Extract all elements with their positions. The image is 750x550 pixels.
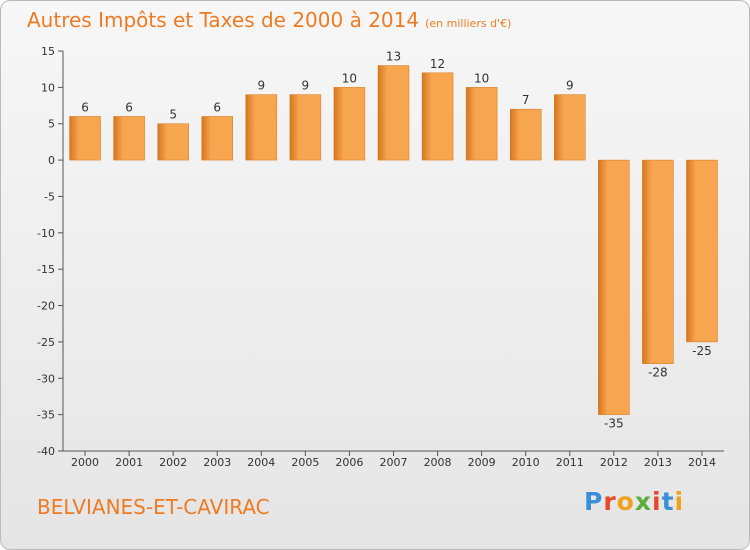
data-label: 6 [81, 100, 89, 114]
logo-letter: P [584, 487, 604, 516]
y-tick-label: -15 [37, 263, 55, 276]
data-label: 9 [257, 79, 265, 93]
data-label: -25 [692, 344, 712, 358]
bar [201, 116, 233, 161]
bar [157, 123, 189, 161]
x-tick-label: 2005 [291, 456, 319, 469]
data-label: 6 [213, 100, 221, 114]
bar [289, 94, 322, 161]
y-tick-label: -5 [44, 190, 55, 203]
chart-title-text: Autres Impôts et Taxes de 2000 à 2014 [27, 8, 420, 32]
data-label: 5 [169, 108, 177, 122]
y-tick-label: -10 [37, 227, 55, 240]
logo-letter: r [603, 487, 617, 516]
data-label: 13 [386, 50, 401, 64]
bar [686, 159, 718, 343]
x-tick-label: 2012 [600, 456, 628, 469]
x-tick-label: 2004 [247, 456, 275, 469]
y-tick-label: -35 [37, 409, 55, 422]
bar [465, 87, 498, 161]
x-tick-label: 2007 [380, 456, 408, 469]
data-label: 9 [302, 79, 310, 93]
chart-title: Autres Impôts et Taxes de 2000 à 2014 (en… [27, 8, 511, 32]
y-tick-label: -40 [37, 445, 55, 458]
bar [113, 116, 145, 161]
chart-bars [69, 65, 718, 415]
bar [509, 108, 542, 161]
bar [598, 159, 630, 415]
bar [421, 72, 454, 161]
data-label: 9 [566, 79, 574, 93]
logo-letter: i [652, 487, 662, 516]
y-tick-label: -30 [37, 372, 55, 385]
data-label: 6 [125, 100, 133, 114]
logo-letter: o [616, 487, 635, 516]
data-label: 12 [430, 57, 445, 71]
proxiti-logo: Proxiti [584, 487, 684, 516]
data-label: 7 [522, 93, 530, 107]
data-label: 10 [474, 71, 489, 85]
y-tick-label: 10 [41, 81, 55, 94]
x-tick-label: 2002 [159, 456, 187, 469]
bar [69, 116, 101, 161]
chart-data-labels: 6 6 5 6 9 9 10 13 12 10 7 9 -35 -28 -25 [81, 50, 712, 431]
data-label: -28 [648, 366, 668, 380]
y-tick-label: 15 [41, 45, 55, 58]
x-tick-label: 2003 [203, 456, 231, 469]
bar [333, 87, 366, 161]
x-tick-label: 2014 [688, 456, 716, 469]
x-tick-label: 2000 [71, 456, 99, 469]
bar [245, 94, 278, 161]
bar [377, 65, 410, 161]
bar [554, 94, 586, 161]
y-tick-label: 5 [48, 118, 55, 131]
x-tick-label: 2006 [335, 456, 363, 469]
logo-letter: t [661, 487, 675, 516]
y-tick-label: -25 [37, 336, 55, 349]
data-label: 10 [342, 71, 357, 85]
data-label: -35 [604, 417, 624, 431]
y-tick-label: -20 [37, 300, 55, 313]
x-tick-label: 2008 [424, 456, 452, 469]
logo-letter: x [634, 487, 652, 516]
x-tick-label: 2013 [644, 456, 672, 469]
commune-name: BELVIANES-ET-CAVIRAC [37, 495, 270, 519]
chart-unit-label: (en milliers d'€) [425, 17, 512, 30]
x-tick-label: 2011 [556, 456, 584, 469]
logo-letter: i [674, 487, 685, 516]
bar [642, 159, 674, 364]
chart-axes: 15 10 5 0 -5 -10 -15 -20 -25 -30 -35 -40 2000 2001 200… [37, 45, 724, 469]
x-tick-label: 2009 [468, 456, 496, 469]
x-tick-label: 2010 [512, 456, 540, 469]
x-tick-label: 2001 [115, 456, 143, 469]
y-tick-label: 0 [48, 154, 55, 167]
